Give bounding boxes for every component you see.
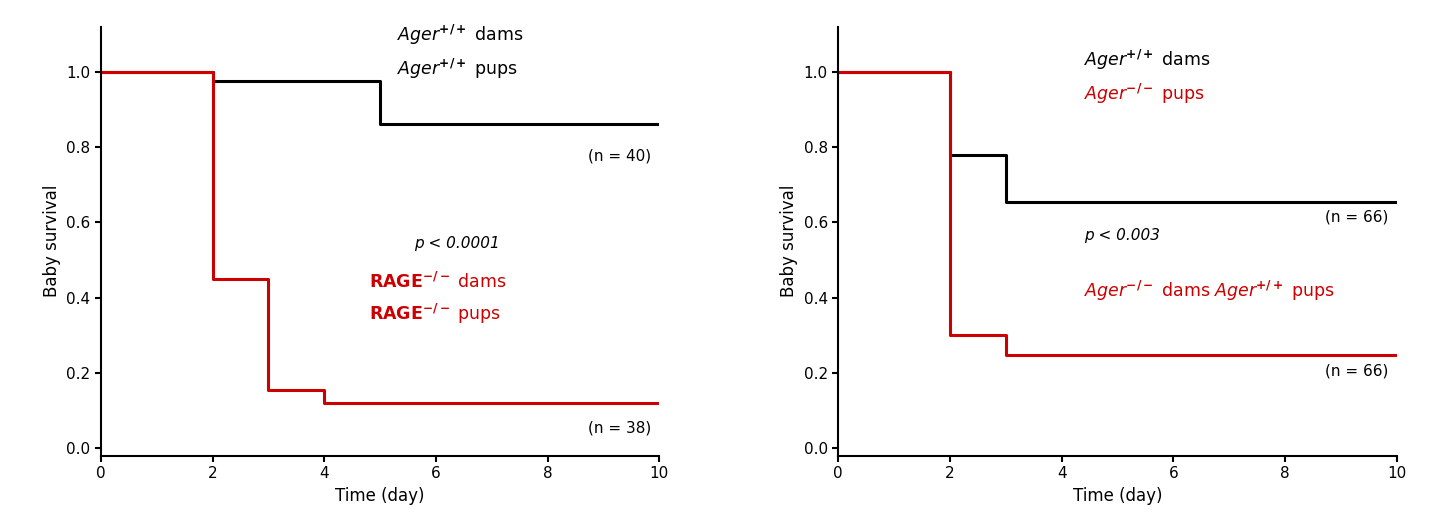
Y-axis label: Baby survival: Baby survival bbox=[43, 185, 60, 297]
Text: $\mathbf{\it{Ager}}^{\mathbf{-/-}}$ pups: $\mathbf{\it{Ager}}^{\mathbf{-/-}}$ pups bbox=[1084, 82, 1205, 105]
Text: (n = 66): (n = 66) bbox=[1325, 209, 1388, 224]
Text: (n = 66): (n = 66) bbox=[1325, 364, 1388, 378]
Text: $\mathbf{\it{Ager}}^{\mathbf{-/-}}$ dams $\mathbf{\it{Ager}}^{\mathbf{+/+}}$ pup: $\mathbf{\it{Ager}}^{\mathbf{-/-}}$ dams… bbox=[1084, 279, 1335, 303]
Text: $\mathbf{RAGE}^{\mathbf{-/-}}$ dams: $\mathbf{RAGE}^{\mathbf{-/-}}$ dams bbox=[369, 272, 507, 292]
Text: (n = 38): (n = 38) bbox=[588, 420, 651, 435]
Text: p < 0.0001: p < 0.0001 bbox=[413, 235, 500, 251]
Text: p < 0.003: p < 0.003 bbox=[1084, 228, 1161, 243]
Text: $\mathbf{\it{Ager}}^{\mathbf{+/+}}$ dams: $\mathbf{\it{Ager}}^{\mathbf{+/+}}$ dams bbox=[397, 23, 523, 47]
Y-axis label: Baby survival: Baby survival bbox=[780, 185, 798, 297]
Text: (n = 40): (n = 40) bbox=[588, 149, 651, 164]
X-axis label: Time (day): Time (day) bbox=[336, 487, 425, 505]
Text: $\mathbf{RAGE}^{\mathbf{-/-}}$ pups: $\mathbf{RAGE}^{\mathbf{-/-}}$ pups bbox=[369, 302, 501, 326]
Text: $\mathbf{\it{Ager}}^{\mathbf{+/+}}$ pups: $\mathbf{\it{Ager}}^{\mathbf{+/+}}$ pups bbox=[397, 57, 517, 81]
Text: $\mathbf{\it{Ager}}^{\mathbf{+/+}}$ dams: $\mathbf{\it{Ager}}^{\mathbf{+/+}}$ dams bbox=[1084, 48, 1210, 72]
X-axis label: Time (day): Time (day) bbox=[1073, 487, 1162, 505]
